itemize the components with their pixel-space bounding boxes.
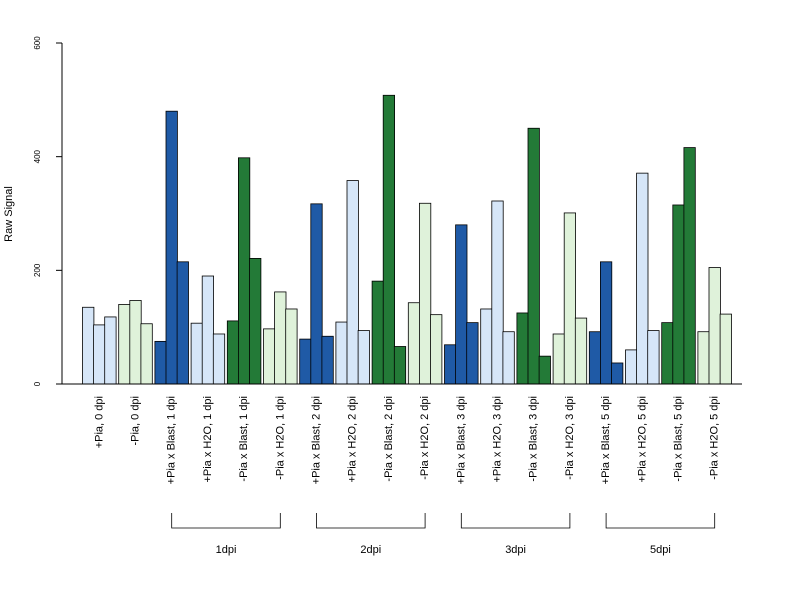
bar: [430, 314, 443, 385]
timepoint-label: 2dpi: [360, 544, 381, 556]
bar: [165, 110, 178, 385]
x-tick-label: -Pia x H2O, 5 dpi: [709, 396, 721, 480]
y-axis: 0 200 400 600: [33, 36, 63, 386]
bar: [201, 275, 214, 385]
bar: [237, 157, 251, 385]
bar: [455, 224, 468, 385]
x-tick-label: -Pia x H2O, 2 dpi: [419, 396, 431, 480]
x-tick-label: +Pia x H2O, 1 dpi: [202, 396, 214, 483]
bar: [444, 344, 457, 385]
timepoint-brackets: 1dpi 2dpi 3dpi 5dpi: [171, 513, 716, 556]
bar: [393, 346, 407, 385]
bar: [708, 267, 721, 385]
bar: [299, 338, 312, 385]
bar: [93, 324, 106, 385]
bar: [407, 302, 421, 385]
x-tick-label: -Pia, 0 dpi: [130, 396, 142, 446]
bar: [516, 312, 529, 385]
x-tick-label: -Pia x H2O, 3 dpi: [564, 396, 576, 480]
bar: [357, 330, 370, 385]
bar: [263, 328, 276, 385]
bar: [611, 362, 624, 385]
bar: [226, 320, 240, 385]
bar: [538, 355, 551, 385]
bar: [176, 261, 189, 385]
timepoint-bracket: [460, 513, 571, 529]
bars: [82, 94, 732, 385]
bar: [129, 300, 142, 385]
x-tick-label: -Pia x H2O, 1 dpi: [274, 396, 286, 480]
x-tick-label: +Pia x Blast, 3 dpi: [455, 396, 467, 484]
x-tick-label: +Pia x Blast, 1 dpi: [166, 396, 178, 484]
x-tick-label: +Pia, 0 dpi: [93, 396, 105, 448]
bar: [310, 203, 323, 385]
bar: [418, 202, 432, 385]
bar: [274, 291, 287, 385]
bar: [249, 257, 262, 385]
bar: [527, 127, 540, 385]
bar: [480, 308, 493, 385]
bar: [321, 335, 334, 385]
y-tick-label: 0: [33, 381, 42, 386]
bar: [719, 313, 732, 385]
bar: [212, 333, 226, 385]
y-tick-label: 600: [33, 36, 42, 50]
bar: [190, 322, 203, 385]
bar: [574, 317, 588, 385]
bar: [636, 172, 649, 385]
timepoint-bracket: [605, 513, 716, 529]
bar: [491, 200, 504, 385]
x-tick-labels: +Pia, 0 dpi -Pia, 0 dpi +Pia x Blast, 1 dp…: [93, 396, 720, 484]
bar: [285, 308, 298, 385]
timepoint-bracket: [316, 513, 426, 529]
bar: [625, 349, 638, 385]
bar: [563, 212, 577, 385]
bar: [697, 331, 710, 385]
timepoint-label: 1dpi: [216, 544, 237, 556]
x-tick-label: +Pia x Blast, 2 dpi: [311, 396, 323, 484]
bar: [552, 333, 565, 385]
bar: [346, 180, 359, 385]
bar: [466, 322, 479, 385]
x-tick-label: +Pia x H2O, 3 dpi: [492, 396, 504, 483]
y-tick-label: 400: [33, 149, 42, 163]
bar: [683, 147, 696, 385]
x-tick-label: -Pia x Blast, 3 dpi: [528, 396, 540, 482]
x-tick-label: +Pia x Blast, 5 dpi: [600, 396, 612, 484]
bar: [82, 306, 95, 385]
bar: [335, 321, 348, 385]
x-tick-label: +Pia x H2O, 5 dpi: [636, 396, 648, 483]
timepoint-label: 3dpi: [505, 544, 526, 556]
x-tick-label: -Pia x Blast, 5 dpi: [673, 396, 685, 482]
timepoint-label: 5dpi: [650, 544, 671, 556]
timepoint-bracket: [171, 513, 281, 529]
bar: [661, 322, 674, 385]
bar: [371, 280, 384, 385]
x-tick-label: -Pia x Blast, 1 dpi: [238, 396, 250, 482]
bar: [118, 304, 131, 385]
x-tick-label: +Pia x H2O, 2 dpi: [347, 396, 359, 483]
bar: [647, 330, 660, 385]
x-tick-label: -Pia x Blast, 2 dpi: [383, 396, 395, 482]
bar: [154, 340, 167, 385]
y-axis-label: Raw Signal: [3, 186, 15, 242]
bar: [502, 331, 515, 385]
bar: [672, 204, 685, 385]
y-tick-label: 200: [33, 263, 42, 277]
bar: [588, 331, 602, 385]
bar: [140, 323, 153, 385]
bar: [104, 316, 117, 385]
bar: [600, 261, 613, 385]
bar: [382, 94, 396, 385]
